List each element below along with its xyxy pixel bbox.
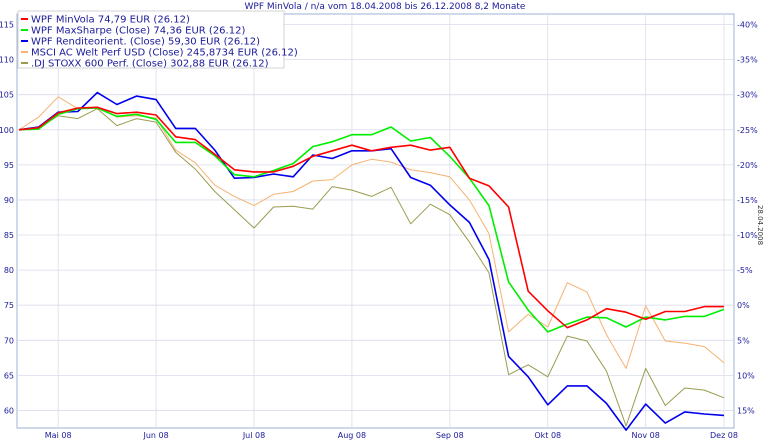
y-tick-label-right: -30% xyxy=(737,91,758,100)
y-tick-label-right: -10% xyxy=(737,231,758,240)
y-tick-label-left: 105 xyxy=(0,91,14,100)
legend-label: WPF Renditeorient. (Close) 59,30 EUR (26… xyxy=(31,37,260,48)
legend-label: WPF MaxSharpe (Close) 74,36 EUR (26.12) xyxy=(31,26,245,37)
y-tick-label-left: 100 xyxy=(0,126,14,135)
y-tick-label-right: 0% xyxy=(737,301,750,310)
x-tick-label: Sep 08 xyxy=(436,431,464,440)
axes: 60 15% 65 10% 70 5% 75 0% 80 -5% 85 -10% 90 -15% 95 -20… xyxy=(0,21,758,440)
x-tick-label: Aug 08 xyxy=(338,431,366,440)
legend-label: MSCI AC Welt Perf USD (Close) 245,8734 E… xyxy=(31,48,298,59)
y-tick-label-right: -5% xyxy=(737,266,753,275)
y-tick-label-left: 75 xyxy=(4,301,14,310)
side-note: 28.04.2008 xyxy=(756,205,764,245)
y-tick-label-left: 95 xyxy=(4,161,14,170)
y-tick-label-left: 115 xyxy=(0,21,14,30)
y-tick-label-left: 65 xyxy=(4,371,14,380)
grid xyxy=(17,14,734,428)
legend: WPF MinVola 74,79 EUR (26.12)WPF MaxShar… xyxy=(17,10,298,70)
x-tick-label: Nov 08 xyxy=(631,431,659,440)
y-tick-label-right: 15% xyxy=(737,406,755,415)
y-tick-label-left: 90 xyxy=(4,196,14,205)
legend-box xyxy=(17,10,285,69)
series-line xyxy=(18,106,724,329)
y-tick-label-right: 5% xyxy=(737,336,750,345)
x-tick-label: Okt 08 xyxy=(534,431,561,440)
plot-area xyxy=(16,13,735,429)
y-tick-label-left: 70 xyxy=(4,336,14,345)
series-line xyxy=(18,107,725,333)
y-tick-label-right: 10% xyxy=(737,371,755,380)
legend-label: WPF MinVola 74,79 EUR (26.12) xyxy=(31,15,190,26)
y-tick-label-right: -20% xyxy=(737,161,758,170)
legend-label: .DJ STOXX 600 Perf. (Close) 302,88 EUR (… xyxy=(31,59,269,70)
x-tick-label: Jul 08 xyxy=(242,431,265,440)
x-tick-label: Mai 08 xyxy=(45,431,72,440)
chart-title: WPF MinVola / n/a vom 18.04.2008 bis 26.… xyxy=(245,2,526,12)
y-tick-label-left: 85 xyxy=(4,231,14,240)
x-tick-label: Jun 08 xyxy=(142,431,168,440)
y-tick-label-right: -15% xyxy=(737,196,758,205)
y-tick-label-left: 60 xyxy=(4,406,14,415)
y-tick-label-right: -25% xyxy=(737,126,758,135)
y-tick-label-right: -40% xyxy=(737,21,758,30)
series-line xyxy=(18,96,725,369)
x-tick-label: Dez 08 xyxy=(710,431,738,440)
y-tick-label-right: -35% xyxy=(737,56,758,65)
series-line xyxy=(18,108,725,427)
y-tick-label-left: 80 xyxy=(4,266,14,275)
y-tick-label-left: 110 xyxy=(0,56,14,65)
series-lines xyxy=(18,91,725,431)
